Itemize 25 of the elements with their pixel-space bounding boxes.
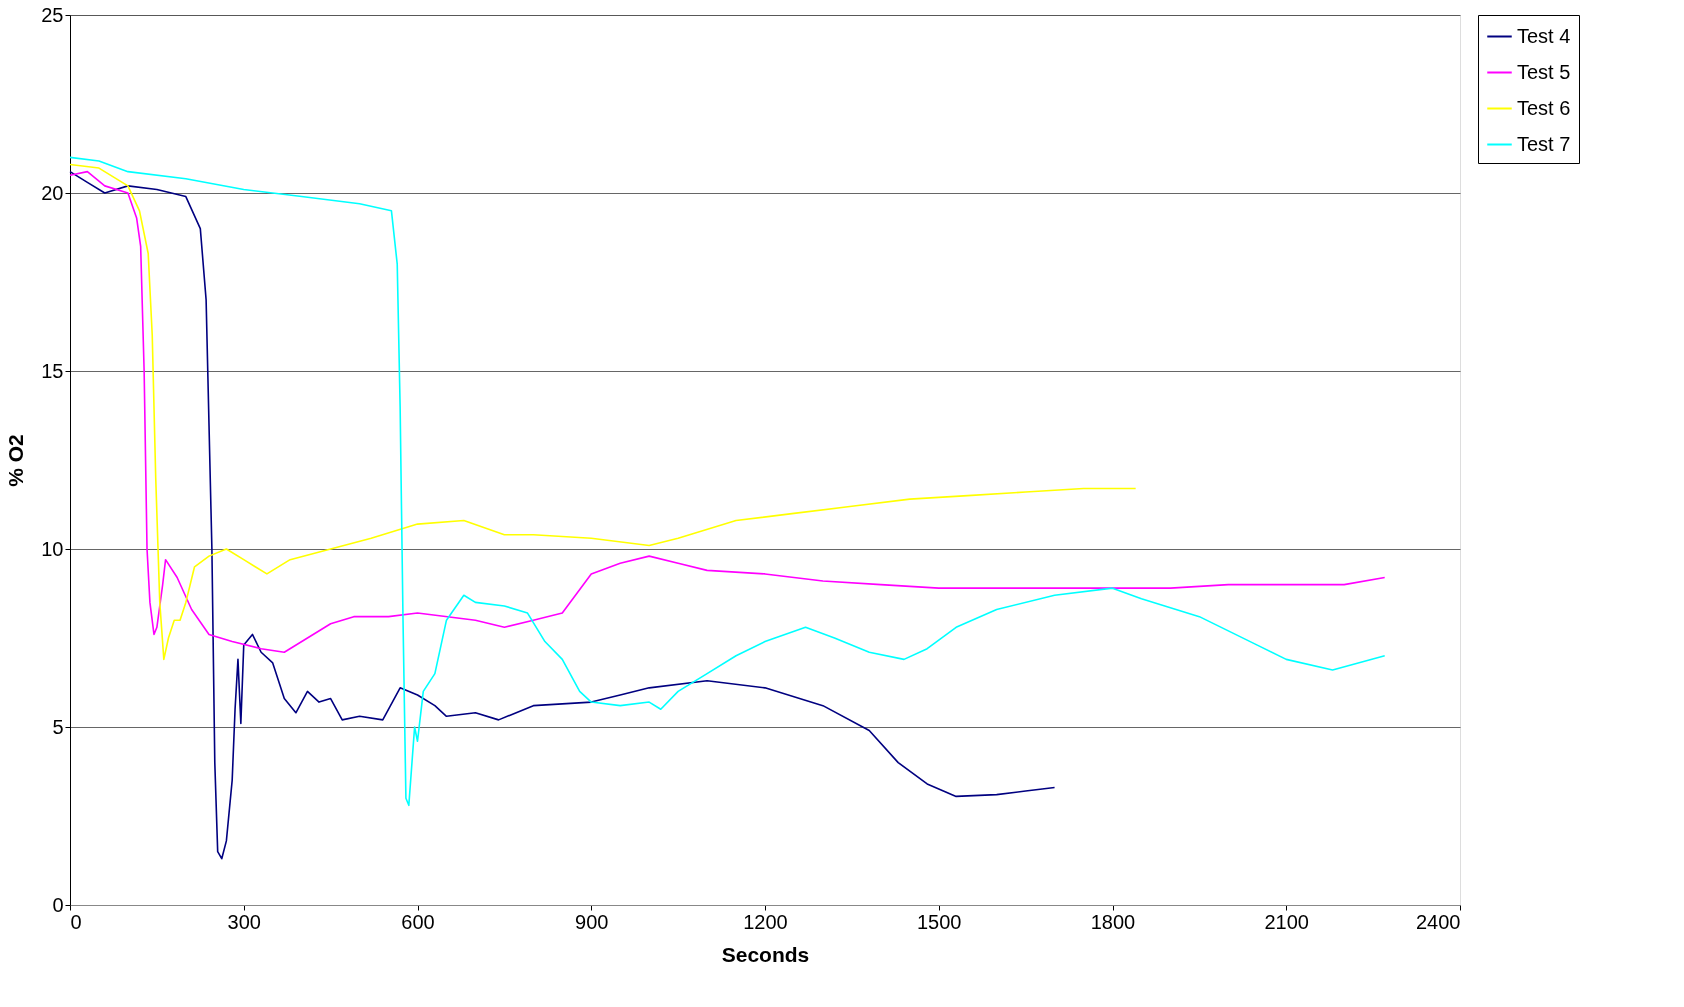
x-axis-title: Seconds — [721, 942, 810, 966]
x-tick-label: 900 — [575, 910, 609, 933]
line-series — [69, 156, 1386, 807]
x-tick-label: 1800 — [1090, 910, 1136, 933]
x-tick-label: 600 — [401, 910, 435, 933]
y-tick-label: 5 — [52, 715, 64, 738]
legend-label: Test 7 — [1517, 132, 1571, 155]
y-tick-label: 20 — [41, 181, 64, 204]
x-tick-label: 2400 — [1416, 910, 1461, 933]
y-tick-label: 15 — [41, 359, 64, 382]
legend-label: Test 5 — [1517, 60, 1571, 83]
y-tick-label: 10 — [41, 537, 64, 560]
x-tick-label: 1200 — [743, 910, 788, 933]
x-tick-label: 0 — [70, 910, 82, 933]
y-tick-label: 0 — [52, 893, 64, 916]
x-tick-label: 300 — [227, 910, 261, 933]
line-series — [69, 163, 1137, 661]
legend-label: Test 6 — [1517, 96, 1571, 119]
y-tick-label: 25 — [41, 3, 64, 26]
legend-label: Test 4 — [1517, 24, 1571, 47]
x-tick-label: 1500 — [917, 910, 962, 933]
line-series — [69, 170, 1056, 860]
x-tick-label: 2100 — [1264, 910, 1309, 933]
y-axis-title: % O2 — [4, 434, 28, 487]
line-series — [69, 170, 1386, 654]
